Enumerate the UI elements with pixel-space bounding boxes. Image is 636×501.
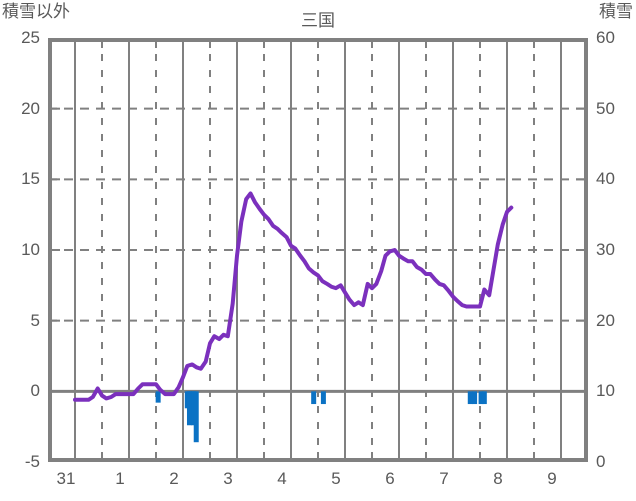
- bar-precipitation: [478, 391, 484, 405]
- x-axis-tick-label: 9: [547, 469, 557, 488]
- bar-precipitation: [155, 391, 161, 403]
- x-axis-tick-label: 6: [385, 469, 395, 488]
- y-axis-left-tick-label: 0: [30, 381, 40, 401]
- y-axis-left-tick-label: 25: [21, 28, 40, 47]
- y-axis-right-tick-label: 60: [596, 28, 615, 47]
- y-axis-right-tick-label: 20: [596, 310, 615, 330]
- x-axis-tick-label: 3: [223, 469, 233, 488]
- y-axis-left-tick-label: 5: [30, 310, 40, 330]
- y-axis-right-tick-label: 40: [596, 169, 615, 189]
- x-axis-tick-label: 1: [115, 469, 125, 488]
- y-axis-left-tick-label: 20: [21, 98, 40, 118]
- x-axis-tick-label: 31: [56, 469, 76, 488]
- x-axis-tick-label: 5: [331, 469, 341, 488]
- bar-precipitation: [472, 391, 478, 405]
- x-axis-tick-label: 8: [493, 469, 503, 488]
- bar-precipitation: [467, 391, 473, 405]
- left-axis-title: 積雪以外: [2, 2, 70, 21]
- y-axis-right-tick-label: 10: [596, 381, 615, 401]
- page-title: 三国: [301, 11, 335, 30]
- chart-svg: [48, 38, 588, 462]
- x-axis-tick-label: 2: [169, 469, 179, 488]
- y-axis-left-tick-label: 15: [21, 169, 40, 189]
- line-temperature: [73, 191, 514, 402]
- plot-area: [48, 38, 588, 462]
- plot-frame: [48, 38, 588, 462]
- bar-precipitation: [311, 391, 317, 405]
- x-axis-tick-label: 7: [439, 469, 449, 488]
- bar-precipitation: [320, 391, 326, 405]
- bar-precipitation: [186, 391, 192, 426]
- y-axis-right-tick-label: 0: [596, 452, 606, 471]
- right-axis-title: 積雪: [599, 2, 633, 21]
- y-axis-right-tick-label: 30: [596, 240, 615, 259]
- y-axis-left-tick-label: 10: [21, 240, 40, 259]
- y-axis-right-tick-label: 50: [596, 98, 615, 118]
- bar-precipitation: [481, 391, 487, 405]
- y-axis-left-tick-label: -5: [24, 452, 40, 471]
- x-axis-tick-label: 4: [277, 469, 287, 488]
- bar-precipitation: [193, 391, 199, 443]
- plot-canvas: [48, 38, 588, 462]
